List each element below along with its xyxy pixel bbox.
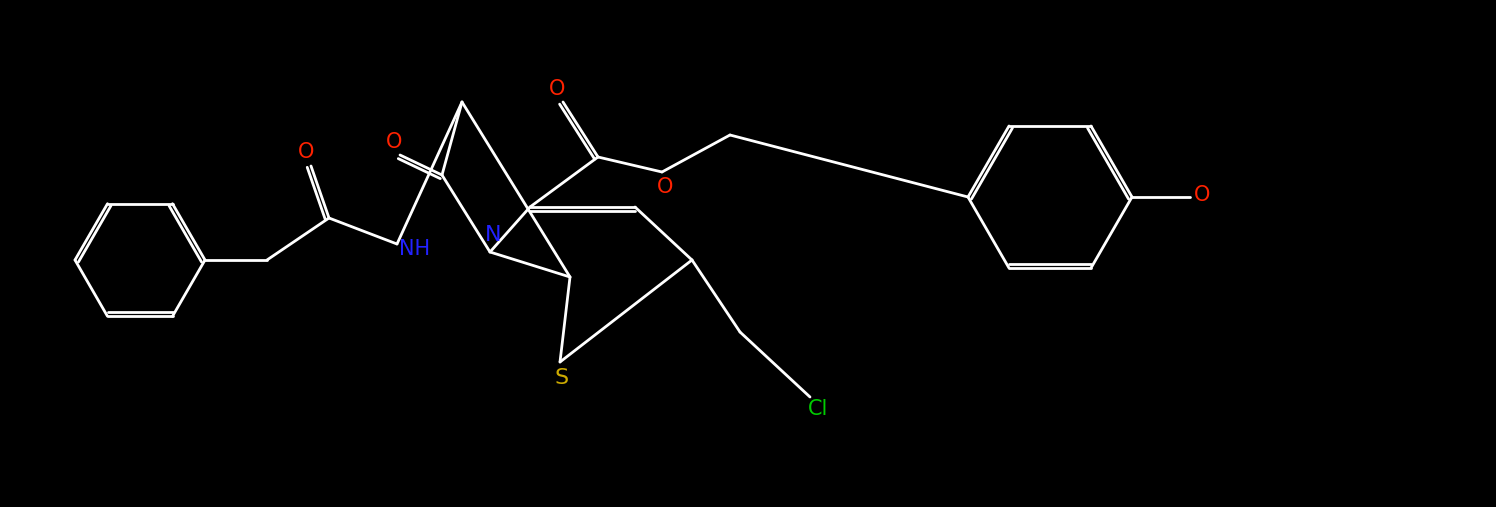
Text: O: O: [657, 177, 673, 197]
Text: O: O: [298, 142, 314, 162]
Text: S: S: [555, 368, 568, 388]
Text: N: N: [485, 225, 501, 245]
Text: NH: NH: [399, 239, 431, 259]
Text: Cl: Cl: [808, 399, 829, 419]
Text: O: O: [549, 79, 565, 99]
Text: O: O: [1194, 185, 1210, 205]
Text: O: O: [386, 132, 402, 152]
